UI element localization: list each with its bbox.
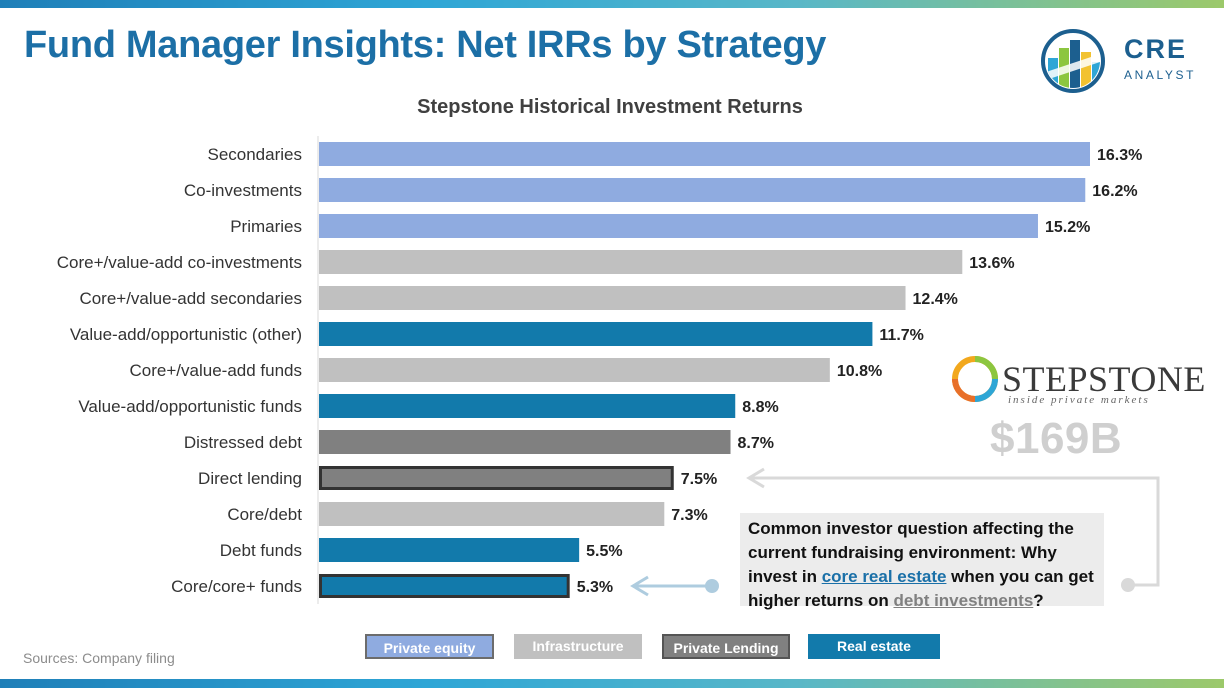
value-label-distressed-debt: 8.7% — [738, 435, 774, 452]
category-label-direct-lending: Direct lending — [198, 469, 302, 488]
category-label-co-investments: Co-investments — [184, 181, 302, 200]
category-label-core-value-add-funds: Core+/value-add funds — [130, 361, 302, 380]
core-real-estate-link[interactable]: core real estate — [821, 567, 947, 586]
bar-secondaries — [319, 142, 1090, 166]
value-label-core-value-add-secondaries: 12.4% — [913, 291, 958, 308]
core-arrowhead — [630, 575, 649, 597]
logo-text-main: CRE — [1124, 34, 1188, 64]
category-label-debt-funds: Debt funds — [220, 541, 302, 560]
connector-dot-gray — [1121, 578, 1135, 592]
legend-infrastructure: Infrastructure — [514, 634, 642, 659]
bar-debt-funds — [319, 538, 580, 562]
legend-private-lending: Private Lending — [662, 634, 790, 659]
value-label-direct-lending: 7.5% — [681, 471, 717, 488]
bar-primaries — [319, 214, 1038, 238]
bar-core-core-funds — [319, 574, 570, 598]
bar-core-value-add-co-investments — [319, 250, 963, 274]
bar-core-value-add-funds — [319, 358, 830, 382]
category-label-primaries: Primaries — [230, 217, 302, 236]
bar-core-debt — [319, 502, 665, 526]
value-label-secondaries: 16.3% — [1097, 147, 1142, 164]
value-label-primaries: 15.2% — [1045, 219, 1090, 236]
bottom-accent-bar — [0, 679, 1224, 688]
category-label-core-debt: Core/debt — [227, 505, 302, 524]
cre-analyst-logo: CRE ANALYST — [1040, 28, 1210, 94]
category-label-core-value-add-secondaries: Core+/value-add secondaries — [79, 289, 302, 308]
bar-group: Secondaries 16.3% Co-investments 16.2% Prima… — [57, 142, 1142, 598]
callout-arrows — [630, 467, 1160, 597]
direct-lending-connector — [750, 476, 1160, 587]
value-label-co-investments: 16.2% — [1092, 183, 1137, 200]
bar-direct-lending — [319, 466, 674, 490]
bar-distressed-debt — [319, 430, 731, 454]
aum-value: $169B — [990, 414, 1123, 463]
value-label-value-add-opportunistic-funds: 8.8% — [742, 399, 778, 416]
direct-lending-arrowhead — [746, 467, 765, 489]
value-label-core-core-funds: 5.3% — [577, 579, 613, 596]
stepstone-name: STEPSTONE — [1002, 359, 1206, 399]
value-label-core-debt: 7.3% — [671, 507, 707, 524]
category-label-secondaries: Secondaries — [207, 145, 302, 164]
stepstone-tagline: inside private markets — [1008, 394, 1150, 406]
value-label-value-add-opportunistic-other: 11.7% — [879, 327, 923, 344]
category-label-value-add-opportunistic-other: Value-add/opportunistic (other) — [70, 325, 302, 344]
value-label-debt-funds: 5.5% — [586, 543, 622, 560]
bar-chart: Secondaries 16.3% Co-investments 16.2% Prima… — [57, 136, 1160, 604]
stepstone-ring-icon — [952, 356, 998, 402]
callout-text-2: when you can get higher returns on — [748, 567, 1094, 610]
top-accent-bar — [0, 0, 1224, 8]
chart-title-text: Stepstone Historical Investment Returns — [417, 96, 803, 118]
logo-text-sub: ANALYST — [1124, 68, 1196, 82]
callout-text-3: ? — [1033, 591, 1044, 610]
callout-box: Common investor question affecting the c… — [740, 513, 1104, 610]
chart-title: Stepstone Historical Investment Returns — [0, 96, 1224, 119]
category-label-core-value-add-co-investments: Core+/value-add co-investments — [57, 253, 302, 272]
category-label-value-add-opportunistic-funds: Value-add/opportunistic funds — [78, 397, 302, 416]
bar-value-add-opportunistic-other — [319, 322, 873, 346]
value-label-core-value-add-co-investments: 13.6% — [969, 255, 1014, 272]
value-label-core-value-add-funds: 10.8% — [837, 363, 882, 380]
page-title: Fund Manager Insights: Net IRRs by Strat… — [24, 24, 827, 66]
bar-core-value-add-secondaries — [319, 286, 906, 310]
stepstone-logo: STEPSTONE inside private markets — [950, 354, 1205, 414]
legend-private-equity: Private equity — [365, 634, 494, 659]
cre-analyst-logo-icon — [1041, 29, 1105, 93]
category-label-core-core-funds: Core/core+ funds — [171, 577, 302, 596]
legend-real-estate: Real estate — [808, 634, 940, 659]
connector-dot-blue — [705, 579, 719, 593]
callout-text-1: Common investor question affecting the c… — [748, 519, 1074, 586]
bar-co-investments — [319, 178, 1086, 202]
debt-investments-link[interactable]: debt investments — [893, 591, 1034, 610]
sources-note: Sources: Company filing — [23, 650, 175, 666]
category-label-distressed-debt: Distressed debt — [184, 433, 302, 452]
chart-legend: Private equity Infrastructure Private Le… — [0, 634, 1224, 660]
bar-value-add-opportunistic-funds — [319, 394, 736, 418]
